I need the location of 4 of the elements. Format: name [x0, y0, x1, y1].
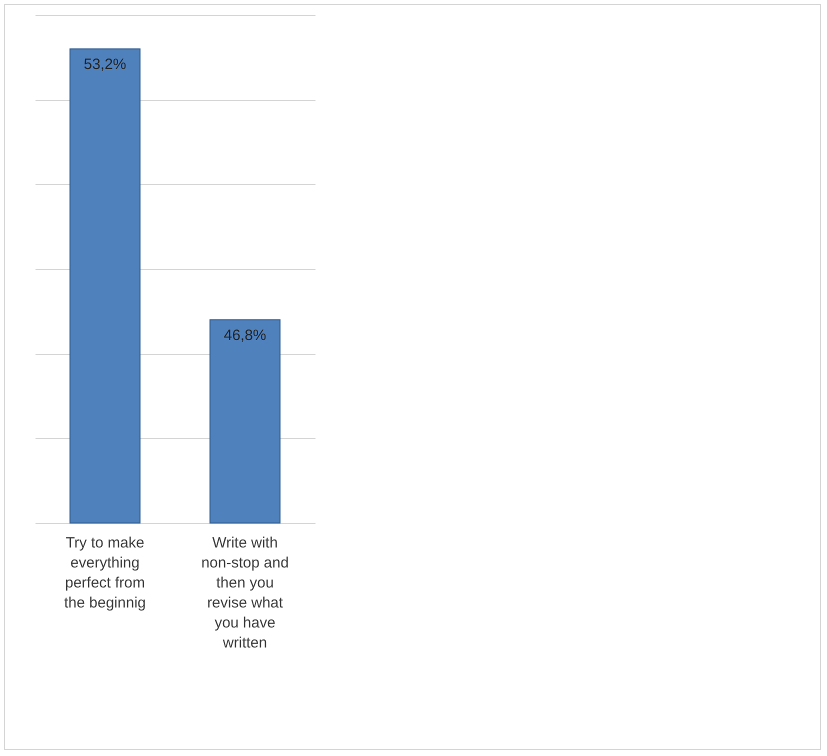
x-tick-label: Write with non-stop and then you revise what you have written — [201, 534, 289, 652]
x-tick-label: Try to make everything perfect from the beginnig — [64, 534, 146, 612]
data-label: 46,8% — [224, 326, 266, 344]
data-label: 53,2% — [84, 56, 126, 73]
